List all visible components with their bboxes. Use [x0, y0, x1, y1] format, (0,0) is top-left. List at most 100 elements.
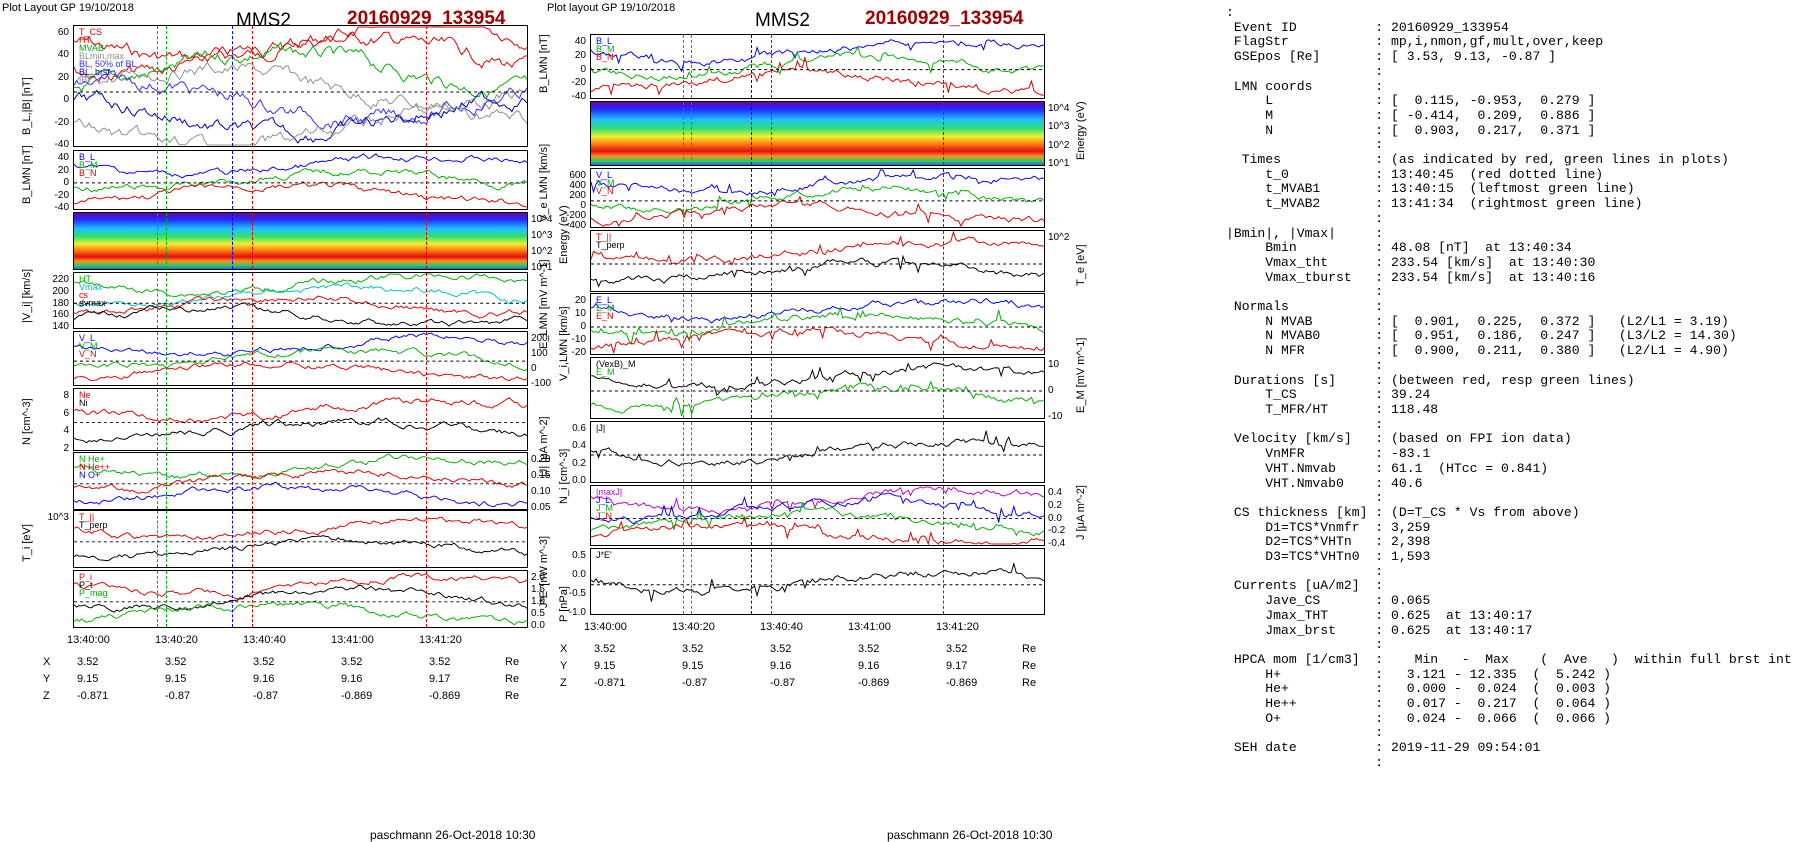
- right-panel-1: [590, 101, 1045, 166]
- right-panel-0-plot: [591, 39, 1044, 97]
- y-tick-label-right: 0: [531, 363, 537, 374]
- legend-entry: cs: [79, 290, 88, 300]
- legend-entry: J_L: [596, 495, 611, 505]
- coord-value: 3.52: [77, 656, 99, 668]
- y-tick-label: 0.5: [572, 550, 586, 561]
- legend-entry: P_t: [79, 580, 93, 590]
- y-tick-label-right: 1.0: [531, 596, 545, 607]
- event-marker-line: [943, 294, 944, 354]
- y-tick-label: 60: [57, 27, 69, 38]
- coord-unit: Re: [1022, 677, 1037, 689]
- event-marker-line: [426, 453, 427, 509]
- y-tick-label-right: 10^2: [531, 246, 553, 257]
- right-panel-6-plot: [591, 430, 1044, 467]
- coord-value: 9.16: [770, 660, 792, 672]
- legend-entry: T_||: [79, 512, 95, 522]
- x-tick-label: 13:40:00: [584, 621, 627, 633]
- event-marker-line: [166, 389, 167, 450]
- legend-entry: T_perp: [596, 240, 625, 250]
- event-marker-line: [943, 102, 944, 165]
- event-marker-line: [683, 294, 684, 354]
- y-tick-label-right: -100: [531, 378, 552, 389]
- y-tick-label: -20: [54, 116, 69, 128]
- y-tick-label: 0: [580, 200, 586, 211]
- y-tick-label-right: 0: [1048, 385, 1054, 396]
- left-panel-4: [73, 331, 528, 386]
- series-line: [591, 184, 1044, 216]
- y-axis-label: J*E' [nW m^-3]: [538, 536, 550, 609]
- y-tick-label: 160: [52, 309, 69, 321]
- event-marker-line: [691, 486, 692, 545]
- left-panel-6: [73, 452, 528, 510]
- legend-entry: P_mag: [79, 588, 108, 598]
- left-panel-3: [73, 272, 528, 329]
- legend-entry: B_M: [596, 44, 615, 54]
- legend-entry: B_M: [79, 160, 98, 170]
- series-line: [74, 31, 527, 82]
- y-tick-label-right: 10^3: [531, 230, 553, 241]
- event-marker-line: [232, 273, 233, 328]
- right-panel-5-plot: [591, 362, 1044, 417]
- y-tick-label-right: -10: [1048, 411, 1063, 422]
- event-marker-line: [751, 422, 752, 482]
- legend-entry: P_i: [79, 572, 93, 582]
- event-marker-line: [683, 422, 684, 482]
- y-tick-label: 40: [57, 49, 69, 61]
- right-panel-4-plot: [591, 297, 1044, 354]
- legend-entry: BL, 50% of BL: [79, 59, 137, 69]
- legend-entry: Ne: [79, 390, 91, 400]
- event-marker-line: [771, 358, 772, 418]
- coord-row-label: Z: [43, 690, 50, 702]
- y-tick-label-right: 10^4: [531, 214, 553, 225]
- legend-entry: BLmin,max: [79, 51, 125, 61]
- coord-value: 3.52: [165, 656, 187, 668]
- event-marker-line: [771, 486, 772, 545]
- series-line: [591, 297, 1044, 324]
- left-panel-8-plot: [74, 572, 527, 626]
- event-marker-line: [426, 389, 427, 450]
- coord-value: 3.52: [594, 643, 616, 655]
- legend-entry: HT: [79, 274, 91, 284]
- event-marker-line: [166, 511, 167, 567]
- event-marker-line: [943, 422, 944, 482]
- event-marker-line: [252, 511, 253, 567]
- series-line: [74, 167, 527, 193]
- y-axis-label: T_i [eV]: [21, 524, 33, 563]
- event-marker-line: [426, 151, 427, 209]
- event-marker-line: [426, 26, 427, 146]
- event-marker-line: [943, 486, 944, 545]
- event-marker-line: [157, 571, 158, 627]
- series-line: [74, 481, 527, 508]
- event-marker-line: [683, 169, 684, 227]
- legend-entry: V_L: [79, 333, 96, 343]
- series-line: [74, 600, 527, 626]
- event-marker-line: [157, 213, 158, 269]
- y-axis-label: B_LMN [nT]: [538, 33, 550, 93]
- right-event-title: 20160929_133954: [865, 8, 1024, 29]
- series-line: [591, 430, 1044, 467]
- coord-value: 9.15: [682, 660, 704, 672]
- event-marker-line: [691, 35, 692, 98]
- event-marker-line: [252, 453, 253, 509]
- series-line: [74, 102, 527, 146]
- y-tick-label: -200: [565, 210, 586, 221]
- coord-row-label: Y: [43, 673, 51, 685]
- right-panel-4: [590, 293, 1045, 355]
- right-panel-8-plot: [591, 561, 1044, 602]
- y-tick-label-right: 0.4: [1048, 487, 1062, 498]
- event-marker-line: [751, 231, 752, 291]
- y-tick-label-right: 10^1: [1048, 158, 1070, 169]
- series-line: [74, 397, 527, 424]
- y-axis-label: E_LMN [mV m^-1]: [538, 259, 550, 349]
- event-marker-line: [943, 358, 944, 418]
- event-marker-line: [771, 169, 772, 227]
- y-tick-label-right: 10^2: [1048, 139, 1070, 151]
- series-line: [591, 326, 1044, 354]
- series-line: [591, 195, 1044, 227]
- legend-entry: B_L: [79, 152, 96, 162]
- series-line: [74, 346, 527, 372]
- y-tick-label: 0.0: [572, 475, 586, 486]
- left-panel-5-plot: [74, 397, 527, 444]
- left-panel-7-plot: [74, 516, 527, 562]
- coord-unit: Re: [1022, 643, 1037, 655]
